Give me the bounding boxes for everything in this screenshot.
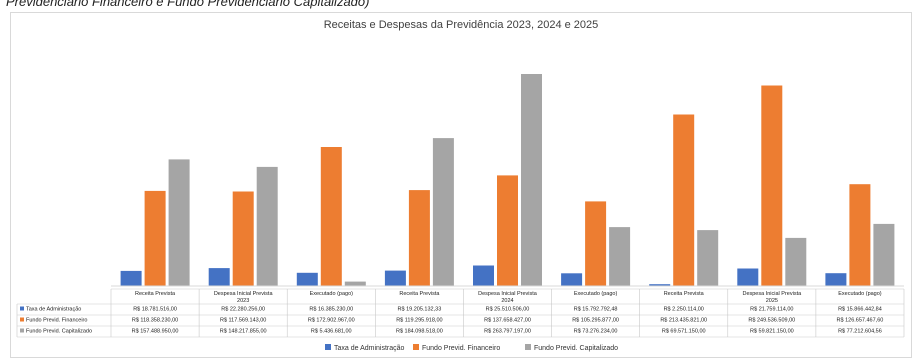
bar-fundo-previd-financeiro-1: [144, 190, 166, 286]
bar-fundo-previd-capitalizado-3: [344, 281, 366, 286]
table-cell: R$ 25.510.506,00: [486, 307, 530, 313]
category-label: Despesa Inicial Prevista: [742, 291, 802, 297]
bar-fundo-previd-financeiro-6: [585, 201, 607, 286]
bar-taxa-de-administra-o-7: [649, 284, 671, 286]
table-cell: R$ 172.902.967,00: [308, 318, 355, 324]
category-label: Executado (pago): [574, 291, 618, 297]
table-cell: R$ 77.212.604,56: [838, 329, 882, 335]
category-label: Receita Prevista: [135, 291, 176, 297]
table-cell: R$ 105.295.877,00: [572, 318, 619, 324]
page-caption: Previdenciário Financeiro e Fundo Previd…: [6, 0, 370, 9]
chart-title: Receitas e Despesas da Previdência 2023,…: [324, 19, 599, 31]
table-cell: R$ 73.276.234,00: [574, 329, 618, 335]
bars-group: [111, 74, 904, 287]
legend-swatch: [413, 344, 419, 350]
bar-fundo-previd-financeiro-9: [849, 184, 871, 286]
bar-fundo-previd-capitalizado-2: [256, 166, 278, 286]
bar-fundo-previd-financeiro-8: [761, 85, 783, 286]
chart-frame: Receitas e Despesas da Previdência 2023,…: [10, 12, 912, 358]
chart-legend: Taxa de Administração Fundo Previd. Finan…: [325, 344, 618, 352]
table-cell: R$ 2.250.114,00: [664, 307, 704, 313]
bar-taxa-de-administra-o-6: [561, 273, 583, 286]
table-cell: R$ 69.571.150,00: [662, 329, 706, 335]
bar-taxa-de-administra-o-5: [473, 265, 494, 286]
table-cell: R$ 263.797.197,00: [484, 329, 531, 335]
bar-taxa-de-administra-o-8: [737, 268, 759, 286]
data-table: Receita Prevista Despesa Inicial Prevista…: [16, 288, 905, 338]
table-cell: R$ 21.759.114,00: [750, 307, 793, 313]
table-legend-key: [20, 306, 24, 311]
bar-fundo-previd-financeiro-5: [497, 175, 518, 286]
bar-fundo-previd-capitalizado-6: [609, 227, 631, 286]
table-cell: R$ 19.205.132,33: [398, 307, 442, 313]
table-series-label: Taxa de Administração: [26, 307, 81, 313]
category-label: Receita Prevista: [399, 291, 440, 297]
table-cell: R$ 16.385.230,00: [309, 307, 353, 313]
table-cell: R$ 126.657.467,60: [837, 318, 884, 324]
bar-taxa-de-administra-o-4: [384, 270, 406, 286]
table-legend-key: [20, 317, 24, 322]
table-cell: R$ 213.435.821,00: [660, 318, 707, 324]
bar-fundo-previd-capitalizado-7: [697, 230, 719, 286]
table-cell: R$ 137.658.427,00: [484, 318, 531, 324]
legend-label: Taxa de Administração: [334, 345, 405, 352]
bar-fundo-previd-financeiro-3: [320, 147, 342, 286]
bar-fundo-previd-financeiro-4: [408, 190, 430, 286]
bar-taxa-de-administra-o-3: [296, 272, 318, 286]
bar-fundo-previd-capitalizado-9: [873, 223, 895, 286]
table-cell: R$ 15.792.792,48: [574, 307, 618, 313]
bar-taxa-de-administra-o-9: [825, 273, 847, 286]
table-cell: R$ 184.098.518,00: [396, 329, 443, 335]
legend-swatch: [325, 344, 331, 350]
category-label: Executado (pago): [838, 291, 882, 297]
table-cell: R$ 249.536.509,00: [748, 318, 795, 324]
bar-fundo-previd-capitalizado-8: [785, 237, 807, 286]
chart-svg: Receitas e Despesas da Previdência 2023,…: [16, 19, 905, 352]
table-cell: R$ 118.358.230,00: [132, 318, 178, 324]
group-label: 2023: [237, 298, 249, 304]
legend-label: Fundo Previd. Capitalizado: [534, 345, 618, 352]
legend-swatch: [525, 344, 531, 350]
table-cell: R$ 157.488.950,00: [132, 329, 179, 335]
bar-taxa-de-administra-o-1: [120, 270, 142, 286]
category-label: Receita Prevista: [664, 291, 705, 297]
bar-fundo-previd-capitalizado-5: [521, 74, 542, 286]
table-legend-key: [20, 328, 24, 333]
table-cell: R$ 18.781.516,00: [133, 307, 177, 313]
group-label: 2025: [766, 298, 778, 304]
category-label: Despesa Inicial Prevista: [478, 291, 538, 297]
bar-fundo-previd-capitalizado-4: [432, 138, 454, 286]
table-cell: R$ 59.821.150,00: [750, 329, 794, 335]
table-cell: R$ 15.866.442,84: [838, 307, 882, 313]
bar-fundo-previd-financeiro-7: [673, 114, 695, 286]
group-label: 2024: [501, 298, 513, 304]
table-cell: R$ 22.280.256,00: [221, 307, 265, 313]
table-cell: R$ 148.217.855,00: [220, 329, 267, 335]
bar-fundo-previd-financeiro-2: [232, 191, 254, 286]
bar-taxa-de-administra-o-2: [208, 268, 230, 286]
table-series-label: Fundo Previd. Financeiro: [26, 318, 87, 324]
table-cell: R$ 119.295.918,00: [396, 318, 442, 324]
table-series-label: Fundo Previd. Capitalizado: [26, 329, 92, 335]
table-cell: R$ 117.569.143,00: [220, 318, 266, 324]
category-label: Executado (pago): [310, 291, 354, 297]
bar-fundo-previd-capitalizado-1: [168, 159, 190, 286]
category-label: Despesa Inicial Prevista: [214, 291, 274, 297]
legend-label: Fundo Previd. Financeiro: [422, 345, 500, 352]
table-cell: R$ 5.436.681,00: [311, 329, 352, 335]
